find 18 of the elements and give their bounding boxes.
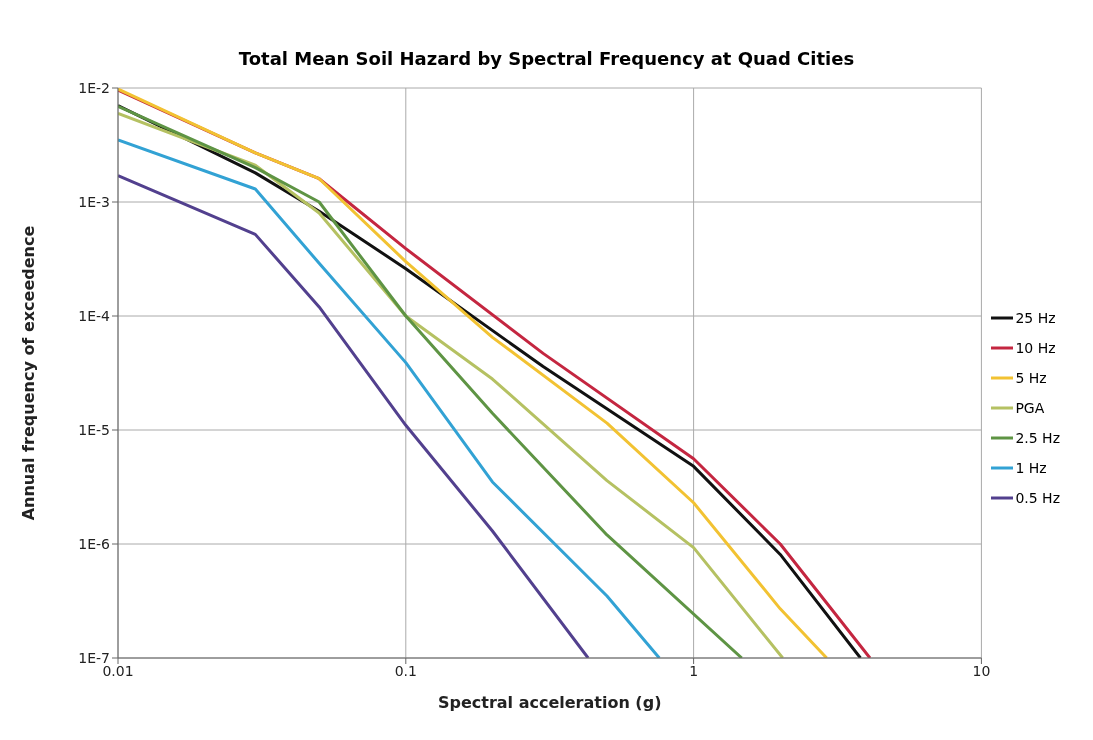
x-axis-title: Spectral acceleration (g) — [437, 693, 662, 712]
legend-label: 10 Hz — [1015, 340, 1056, 356]
x-tick-label: 0.1 — [394, 662, 417, 679]
legend-label: 1 Hz — [1015, 460, 1047, 476]
x-tick-label: 1 — [689, 662, 699, 679]
y-tick-label: 1E-2 — [78, 79, 110, 96]
legend-label: 0.5 Hz — [1015, 490, 1060, 506]
legend-label: 25 Hz — [1015, 310, 1056, 326]
legend-label: 2.5 Hz — [1015, 430, 1060, 446]
y-tick-label: 1E-4 — [78, 307, 111, 324]
legend-label: PGA — [1015, 400, 1045, 416]
x-tick-label: 10 — [972, 662, 991, 679]
y-tick-label: 1E-5 — [78, 421, 110, 438]
y-tick-label: 1E-6 — [78, 535, 111, 552]
y-axis-title: Annual frequency of exceedence — [18, 225, 38, 521]
legend-label: 5 Hz — [1015, 370, 1047, 386]
chart-title: Total Mean Soil Hazard by Spectral Frequency at Quad Cities — [237, 47, 856, 71]
y-tick-label: 1E-3 — [78, 193, 110, 210]
